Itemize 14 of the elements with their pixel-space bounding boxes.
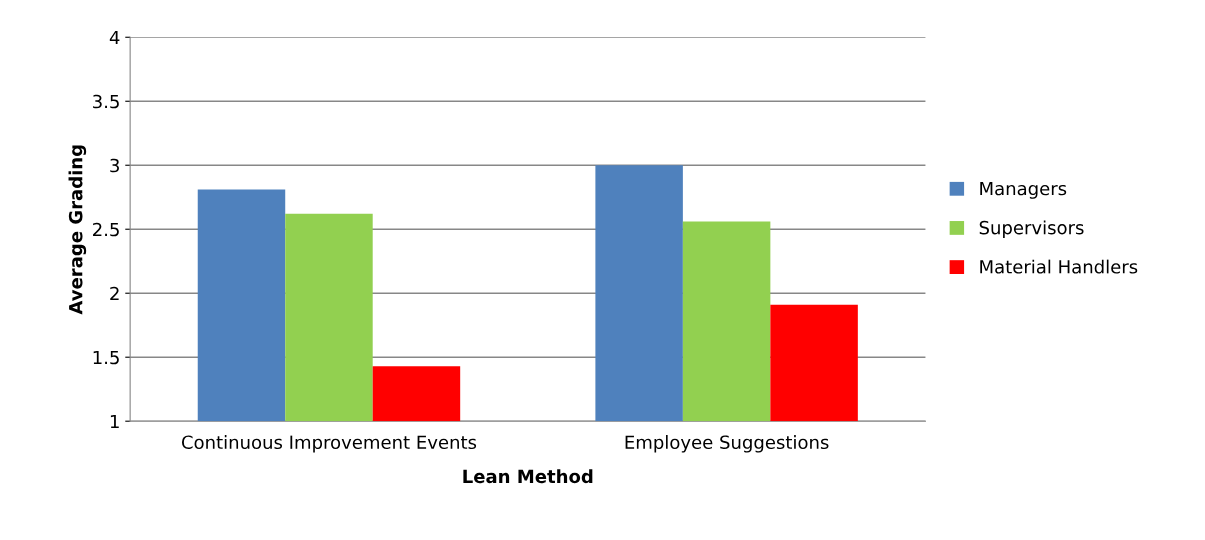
y-tick-label: 1.5 (93, 350, 119, 365)
y-tick-label: 2.5 (93, 222, 119, 237)
legend-label: Managers (980, 181, 1067, 199)
y-tick-label: 1 (110, 414, 119, 429)
x-tick-label: Employee Suggestions (625, 435, 829, 453)
legend-label: Material Handlers (980, 259, 1138, 274)
legend-label: Supervisors (979, 220, 1084, 238)
x-tick-label: Continuous Improvement Events (181, 435, 477, 453)
y-tick-label: 3.5 (93, 94, 119, 109)
y-tick-label: 3 (110, 158, 119, 173)
x-axis-title: Lean Method (463, 469, 593, 484)
y-tick-label: 4 (109, 30, 120, 45)
y-tick-label: 2 (110, 286, 119, 301)
y-axis-title: Average Grading (68, 145, 87, 315)
